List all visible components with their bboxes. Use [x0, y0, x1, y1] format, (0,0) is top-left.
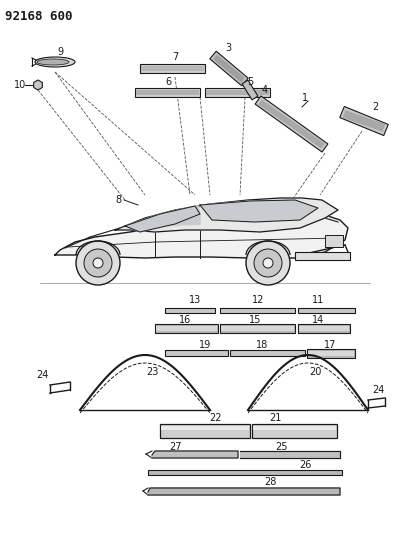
Polygon shape: [343, 110, 385, 132]
Bar: [206, 90, 269, 94]
Text: 8: 8: [115, 195, 121, 205]
Text: 9: 9: [57, 47, 63, 57]
Bar: [161, 426, 249, 430]
Bar: [220, 308, 295, 312]
Text: 24: 24: [372, 385, 384, 395]
Bar: [155, 324, 218, 333]
Polygon shape: [152, 451, 238, 458]
Polygon shape: [258, 100, 325, 149]
Polygon shape: [242, 80, 258, 100]
Text: 2: 2: [372, 102, 378, 112]
Bar: [308, 351, 354, 356]
Polygon shape: [125, 206, 200, 232]
Bar: [221, 326, 294, 330]
Text: 12: 12: [252, 295, 264, 305]
Polygon shape: [55, 212, 348, 258]
Text: 92168 600: 92168 600: [5, 10, 72, 23]
Text: 23: 23: [146, 367, 158, 377]
Bar: [299, 326, 349, 330]
Text: 28: 28: [264, 477, 276, 487]
Text: 16: 16: [179, 315, 191, 325]
Text: 13: 13: [189, 295, 201, 305]
Text: 1: 1: [302, 93, 308, 103]
Polygon shape: [210, 51, 248, 86]
Circle shape: [93, 258, 103, 268]
Text: 19: 19: [199, 340, 211, 350]
Bar: [141, 66, 204, 70]
Text: 11: 11: [312, 295, 324, 305]
Polygon shape: [240, 451, 340, 458]
Ellipse shape: [35, 57, 75, 67]
Text: 21: 21: [269, 413, 281, 423]
Bar: [148, 470, 342, 474]
Bar: [307, 349, 355, 358]
Text: 22: 22: [209, 413, 221, 423]
Circle shape: [254, 249, 282, 277]
Bar: [205, 87, 270, 96]
Bar: [325, 235, 343, 247]
Circle shape: [263, 258, 273, 268]
Text: 7: 7: [172, 52, 178, 62]
Polygon shape: [115, 198, 338, 232]
Bar: [160, 424, 250, 438]
Text: 10: 10: [14, 80, 26, 90]
Text: 24: 24: [36, 370, 48, 380]
Text: 14: 14: [312, 315, 324, 325]
Polygon shape: [200, 200, 318, 222]
Polygon shape: [255, 96, 328, 152]
Text: 26: 26: [299, 460, 311, 470]
Bar: [230, 350, 305, 356]
Bar: [298, 324, 350, 333]
Text: 6: 6: [165, 77, 171, 87]
Bar: [295, 252, 350, 260]
Text: 5: 5: [247, 77, 253, 87]
Polygon shape: [162, 206, 200, 226]
Text: 27: 27: [169, 442, 181, 452]
Bar: [136, 90, 199, 94]
Bar: [253, 426, 336, 430]
Text: 20: 20: [309, 367, 321, 377]
Bar: [156, 326, 217, 330]
Text: 25: 25: [276, 442, 288, 452]
Polygon shape: [340, 107, 388, 135]
Bar: [135, 87, 200, 96]
Polygon shape: [148, 488, 340, 495]
Bar: [220, 324, 295, 333]
Circle shape: [84, 249, 112, 277]
Bar: [252, 424, 337, 438]
Text: 15: 15: [249, 315, 261, 325]
Text: 18: 18: [256, 340, 268, 350]
Circle shape: [76, 241, 120, 285]
Text: 4: 4: [262, 85, 268, 95]
Bar: [165, 308, 215, 312]
Polygon shape: [213, 55, 245, 82]
Bar: [140, 63, 205, 72]
Ellipse shape: [37, 59, 69, 65]
Bar: [165, 350, 228, 356]
Text: 17: 17: [324, 340, 336, 350]
Circle shape: [246, 241, 290, 285]
Bar: [298, 308, 355, 312]
Text: 3: 3: [225, 43, 231, 53]
